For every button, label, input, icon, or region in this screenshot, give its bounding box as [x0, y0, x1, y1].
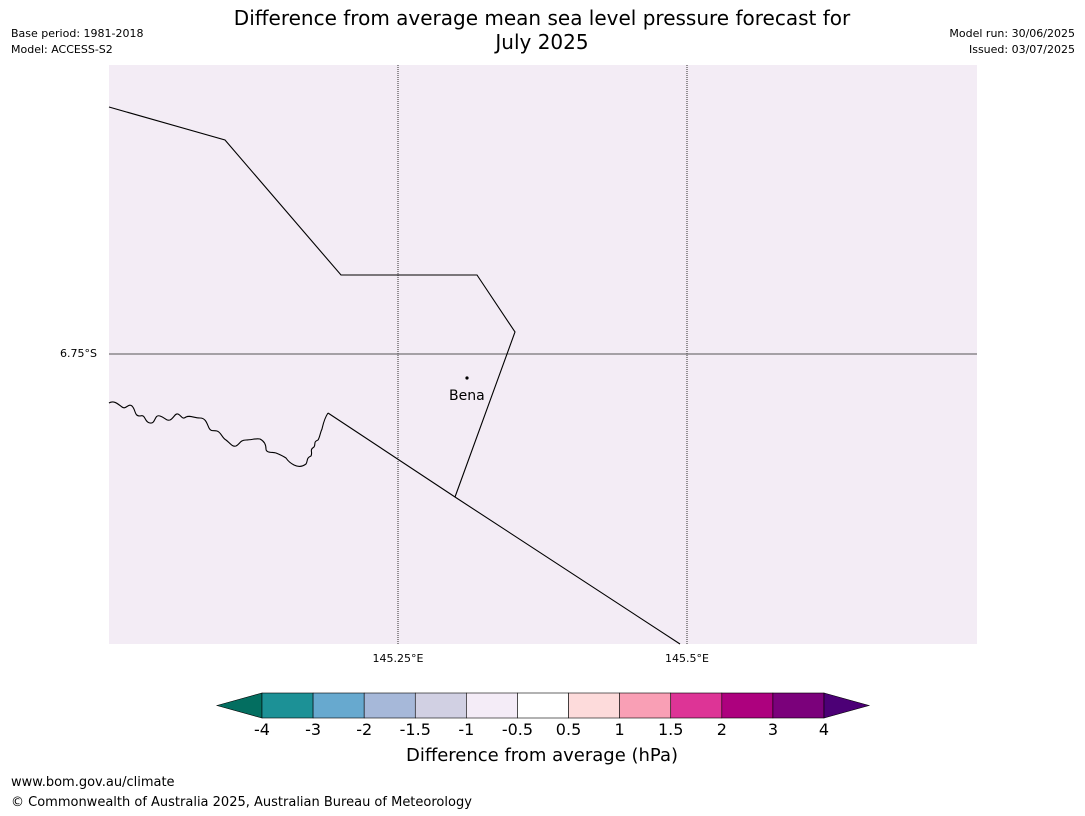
colorbar-tick-label: 1.5	[657, 720, 684, 739]
place-label-bena: Bena	[449, 388, 485, 404]
colorbar-bin	[261, 692, 314, 719]
colorbar-tick-label: 0.5	[555, 720, 582, 739]
colorbar-bin	[619, 692, 672, 719]
colorbar-extend-under	[215, 692, 263, 719]
footer-url[interactable]: www.bom.gov.au/climate	[11, 775, 175, 790]
map-title: Difference from average mean sea level p…	[192, 6, 892, 54]
province-border-south	[327, 412, 681, 645]
colorbar-tick-label: -3	[305, 720, 322, 739]
colorbar-label: Difference from average (hPa)	[405, 745, 679, 766]
colorbar-tick-label: 1	[614, 720, 625, 739]
colorbar-tick-label: -0.5	[501, 720, 534, 739]
colorbar-bin	[772, 692, 825, 719]
colorbar-bin	[568, 692, 620, 719]
meta-left: Base period: 1981-2018 Model: ACCESS-S2	[11, 26, 143, 58]
title-line-1: Difference from average mean sea level p…	[233, 6, 851, 30]
longitude-label-145-25: 145.25°E	[372, 652, 424, 665]
colorbar-tick-label: -2	[356, 720, 373, 739]
colorbar-bin	[517, 692, 569, 719]
colorbar-tick-label: 4	[818, 720, 830, 739]
province-border-north	[108, 106, 516, 498]
latitude-label: 6.75°S	[60, 347, 97, 360]
footer-copyright: © Commonwealth of Australia 2025, Austra…	[11, 795, 472, 810]
colorbar-bin	[466, 692, 518, 719]
meta-right: Model run: 30/06/2025 Issued: 03/07/2025	[949, 26, 1075, 58]
colorbar-bin	[312, 692, 365, 719]
colorbar-bin	[414, 692, 467, 719]
colorbar-tick-label: 2	[716, 720, 727, 739]
colorbar-tick-label: -1	[458, 720, 475, 739]
base-period: Base period: 1981-2018	[11, 27, 144, 40]
colorbar-extend-over	[823, 692, 871, 719]
colorbar-bin	[721, 692, 774, 719]
colorbar-bin	[363, 692, 416, 719]
colorbar-tick-label: 3	[767, 720, 778, 739]
model-name: Model: ACCESS-S2	[11, 43, 113, 56]
colorbar-bin	[670, 692, 723, 719]
model-run: Model run: 30/06/2025	[949, 27, 1075, 40]
colorbar-tick-label: -1.5	[399, 720, 431, 739]
bena-marker	[465, 376, 469, 380]
title-line-2: July 2025	[495, 30, 589, 54]
longitude-label-145-5: 145.5°E	[665, 652, 709, 665]
colorbar-tick-label: -4	[254, 720, 270, 739]
issued-date: Issued: 03/07/2025	[968, 43, 1075, 56]
river-line	[108, 401, 329, 467]
